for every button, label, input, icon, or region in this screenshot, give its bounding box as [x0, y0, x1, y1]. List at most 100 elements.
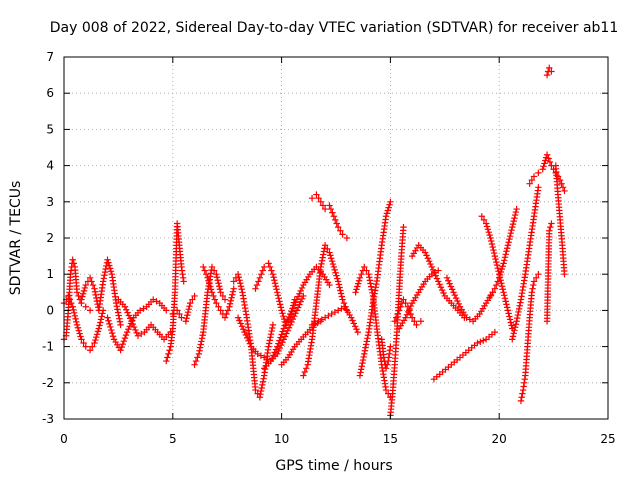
data-point: [223, 310, 230, 318]
data-point: [489, 289, 496, 296]
data-point: [334, 307, 342, 314]
data-point: [260, 263, 268, 271]
data-point: [260, 354, 268, 361]
data-point: [361, 350, 368, 358]
data-point: [530, 173, 538, 180]
data-point: [113, 299, 120, 307]
data-point: [514, 311, 522, 319]
data-point: [101, 268, 109, 276]
data-point: [506, 232, 514, 240]
data-point: [517, 397, 525, 405]
data-point: [278, 331, 285, 338]
data-point: [337, 287, 344, 294]
data-point: [403, 311, 411, 318]
data-point: [325, 312, 332, 320]
data-point: [206, 280, 213, 287]
data-point: [284, 327, 291, 334]
data-point: [281, 333, 289, 340]
data-point: [73, 289, 81, 296]
data-point: [514, 314, 521, 322]
data-point: [447, 283, 455, 290]
data-point: [546, 64, 553, 72]
data-point: [352, 289, 359, 296]
data-point: [277, 334, 284, 341]
data-point: [454, 297, 461, 305]
data-point: [492, 255, 499, 263]
data-point: [368, 286, 375, 293]
data-point: [329, 209, 336, 216]
data-point: [198, 335, 206, 342]
data-point: [559, 184, 567, 191]
data-point: [280, 336, 287, 343]
data-point: [329, 260, 337, 268]
data-point: [113, 303, 121, 310]
data-point: [230, 285, 237, 292]
data-point: [502, 251, 509, 258]
data-point: [163, 357, 170, 365]
data-point: [496, 271, 504, 279]
data-point: [197, 341, 204, 348]
data-point: [326, 249, 333, 256]
data-point: [315, 194, 322, 202]
data-point: [97, 316, 105, 323]
data-point: [382, 213, 390, 220]
data-point: [265, 340, 273, 347]
data-point: [451, 291, 459, 299]
data-point: [65, 292, 72, 300]
data-point: [432, 272, 439, 279]
data-point: [491, 328, 499, 336]
data-point: [506, 236, 513, 243]
data-point: [354, 328, 361, 336]
data-point: [327, 205, 335, 213]
data-point: [488, 237, 495, 245]
data-point: [182, 318, 190, 325]
data-point: [326, 281, 333, 289]
data-point: [315, 318, 322, 325]
data-point: [509, 220, 517, 228]
data-point: [318, 257, 326, 264]
data-point: [184, 309, 192, 316]
data-point: [364, 332, 372, 339]
data-point: [123, 306, 130, 313]
data-point: [308, 194, 316, 202]
data-point: [300, 292, 307, 300]
data-point: [173, 307, 181, 314]
data-point: [417, 318, 425, 325]
data-point: [294, 293, 302, 300]
data-point: [266, 337, 273, 344]
data-point: [503, 304, 511, 311]
data-point: [195, 350, 203, 358]
data-point: [221, 314, 229, 321]
data-point: [508, 322, 515, 329]
data-point: [490, 246, 497, 254]
data-point: [106, 262, 113, 269]
data-point: [408, 314, 416, 321]
data-point: [494, 264, 501, 272]
data-point: [515, 308, 522, 316]
data-point: [265, 260, 272, 267]
data-point: [333, 272, 340, 279]
data-point: [230, 278, 237, 285]
data-point: [452, 294, 460, 302]
data-point: [272, 283, 279, 290]
chart-title: Day 008 of 2022, Sidereal Day-to-day VTE…: [50, 20, 619, 36]
data-point: [256, 274, 264, 282]
data-point: [335, 281, 343, 288]
data-point: [546, 227, 553, 234]
data-point: [68, 299, 75, 307]
data-point: [448, 286, 456, 293]
y-tick-label: 0: [46, 303, 54, 317]
data-point: [273, 286, 280, 293]
data-point: [75, 327, 82, 334]
data-point: [114, 309, 122, 316]
data-point: [517, 299, 524, 306]
data-point: [509, 223, 516, 231]
data-point: [94, 328, 102, 335]
data-point: [241, 328, 248, 336]
data-point: [257, 352, 265, 359]
data-point: [545, 155, 552, 162]
data-point: [255, 278, 262, 285]
data-point: [337, 290, 345, 297]
data-point: [268, 354, 276, 362]
data-point: [234, 271, 242, 278]
